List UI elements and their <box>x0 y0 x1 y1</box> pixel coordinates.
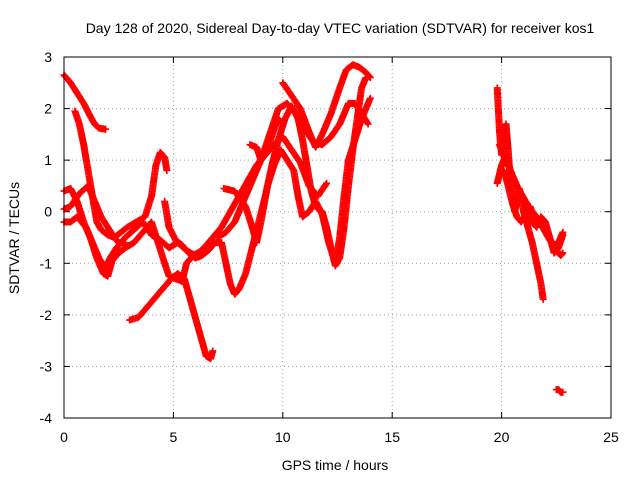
data-point <box>102 125 110 133</box>
data-point <box>279 120 287 128</box>
data-point <box>163 166 171 174</box>
plot-frame <box>63 56 612 419</box>
series-arc-15 <box>500 166 567 249</box>
data-point <box>278 119 286 127</box>
data-point <box>559 249 567 257</box>
x-tick-label: 15 <box>384 429 400 445</box>
series-arc-10 <box>220 94 374 267</box>
data-point <box>322 181 330 189</box>
axis-ticks: 0 5 10 15 20 25 -4 -3 -2 -1 0 1 2 3 <box>40 49 619 445</box>
data-point <box>323 179 331 187</box>
y-tick-label: 3 <box>44 49 52 65</box>
y-tick-label: 1 <box>44 152 52 168</box>
x-tick-label: 5 <box>170 429 178 445</box>
y-tick-label: -1 <box>40 255 53 271</box>
x-tick-label: 10 <box>275 429 291 445</box>
data-point <box>363 119 371 127</box>
series-arc-1 <box>60 71 110 133</box>
y-tick-label: 0 <box>44 204 52 220</box>
data-points <box>60 61 567 396</box>
x-tick-label: 0 <box>60 429 68 445</box>
series-arc-11 <box>246 115 287 164</box>
data-point <box>366 74 374 82</box>
x-tick-label: 20 <box>494 429 510 445</box>
y-tick-label: -3 <box>40 358 53 374</box>
series-arc-6 <box>126 270 217 363</box>
y-tick-label: -4 <box>40 410 53 426</box>
chart-title: Day 128 of 2020, Sidereal Day-to-day VTE… <box>86 20 595 36</box>
data-point <box>559 228 567 236</box>
series-arc-9 <box>279 61 374 151</box>
y-tick-label: 2 <box>44 101 52 117</box>
data-point <box>366 94 374 102</box>
x-axis-label: GPS time / hours <box>282 457 389 473</box>
x-tick-label: 25 <box>603 429 619 445</box>
y-axis-label: SDTVAR / TECUs <box>6 182 22 294</box>
data-point <box>365 73 373 81</box>
data-point <box>209 347 217 355</box>
y-tick-label: -2 <box>40 307 53 323</box>
data-point <box>539 295 547 303</box>
series-arc-16 <box>552 386 567 396</box>
data-point <box>364 120 372 128</box>
data-point <box>559 388 567 396</box>
